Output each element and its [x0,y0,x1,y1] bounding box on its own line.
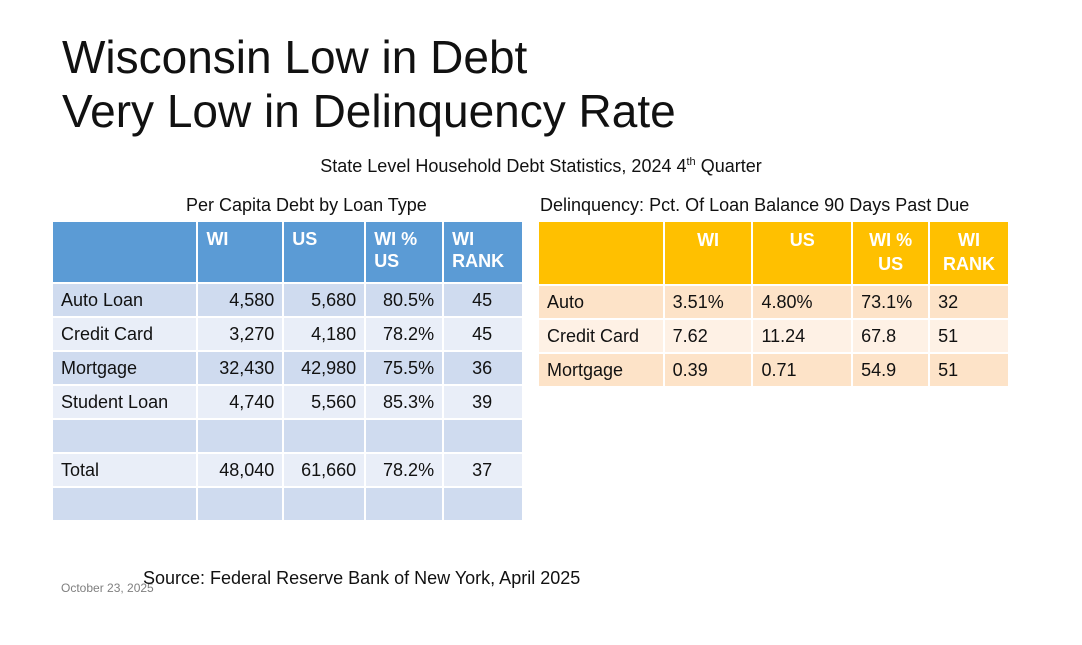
empty-cell [197,418,285,453]
wi-pct-us-value: 73.1% [852,284,931,319]
empty-cell [53,418,199,453]
wi-pct-us-value: 75.5% [365,350,445,385]
delinquency-table-caption: Delinquency: Pct. Of Loan Balance 90 Day… [540,195,970,215]
wi-rank-value: 39 [443,384,524,419]
header-cell [539,222,665,285]
us-value: 42,980 [283,350,367,385]
table-row-empty [53,486,524,520]
us-value: 0.71 [752,352,854,386]
wi-rank-value: 45 [443,282,524,317]
header-cell [53,222,199,283]
table-row-total: Total 48,040 61,660 78.2% 37 [53,452,524,487]
empty-cell [283,418,367,453]
wi-value: 4,580 [197,282,285,317]
header-cell: US [283,222,367,283]
header-cell: WI RANK [443,222,524,283]
header-cell: WI [197,222,285,283]
table-row: Student Loan 4,740 5,560 85.3% 39 [53,384,524,419]
us-value: 11.24 [752,318,854,353]
slide-subtitle: State Level Household Debt Statistics, 2… [0,156,1082,177]
table-row: Credit Card 3,270 4,180 78.2% 45 [53,316,524,351]
header-cell: WI % US [365,222,445,283]
empty-cell [365,486,445,520]
empty-cell [365,418,445,453]
header-cell: US [752,222,854,285]
us-value: 5,680 [283,282,367,317]
wi-rank-value: 36 [443,350,524,385]
header-cell: WI RANK [929,222,1010,285]
wi-value: 48,040 [197,452,285,487]
wi-value: 3.51% [663,284,754,319]
slide-title: Wisconsin Low in Debt Very Low in Delinq… [62,30,676,138]
wi-pct-us-value: 54.9 [852,352,931,386]
table-row: Mortgage 0.39 0.71 54.9 51 [539,352,1010,386]
us-value: 4,180 [283,316,367,351]
row-label: Credit Card [53,316,199,351]
wi-rank-value: 51 [929,352,1010,386]
row-label: Mortgage [53,350,199,385]
table-row: Auto 3.51% 4.80% 73.1% 32 [539,284,1010,319]
debt-table: WI US WI % US WI RANK Auto Loan 4,580 5,… [53,222,524,520]
empty-cell [283,486,367,520]
row-label: Auto Loan [53,282,199,317]
slide-date: October 23, 2025 [61,581,154,595]
wi-value: 0.39 [663,352,754,386]
wi-pct-us-value: 85.3% [365,384,445,419]
table-row: Mortgage 32,430 42,980 75.5% 36 [53,350,524,385]
us-value: 61,660 [283,452,367,487]
wi-pct-us-value: 67.8 [852,318,931,353]
title-line-2: Very Low in Delinquency Rate [62,85,676,137]
table-row: Auto Loan 4,580 5,680 80.5% 45 [53,282,524,317]
debt-table-header: WI US WI % US WI RANK [53,222,524,283]
empty-cell [443,418,524,453]
wi-pct-us-value: 80.5% [365,282,445,317]
subtitle-text: State Level Household Debt Statistics, 2… [320,156,687,176]
title-line-1: Wisconsin Low in Debt [62,31,528,83]
row-label: Mortgage [539,352,665,386]
wi-rank-value: 51 [929,318,1010,353]
empty-cell [53,486,199,520]
debt-table-caption: Per Capita Debt by Loan Type [186,195,427,215]
empty-cell [197,486,285,520]
delinquency-table-header: WI US WI % US WI RANK [539,222,1010,285]
empty-cell [443,486,524,520]
wi-pct-us-value: 78.2% [365,316,445,351]
source-note: Source: Federal Reserve Bank of New York… [143,568,581,588]
subtitle-tail: Quarter [695,156,762,176]
delinquency-table: WI US WI % US WI RANK Auto 3.51% 4.80% 7… [539,222,1010,386]
wi-rank-value: 37 [443,452,524,487]
wi-value: 4,740 [197,384,285,419]
row-label: Credit Card [539,318,665,353]
header-cell: WI % US [852,222,931,285]
header-cell: WI [663,222,754,285]
row-label: Student Loan [53,384,199,419]
row-label: Auto [539,284,665,319]
row-label: Total [53,452,199,487]
table-row-empty [53,418,524,453]
us-value: 5,560 [283,384,367,419]
wi-value: 32,430 [197,350,285,385]
wi-value: 7.62 [663,318,754,353]
table-row: Credit Card 7.62 11.24 67.8 51 [539,318,1010,353]
wi-pct-us-value: 78.2% [365,452,445,487]
wi-value: 3,270 [197,316,285,351]
wi-rank-value: 32 [929,284,1010,319]
subtitle-superscript: th [686,156,696,168]
wi-rank-value: 45 [443,316,524,351]
us-value: 4.80% [752,284,854,319]
